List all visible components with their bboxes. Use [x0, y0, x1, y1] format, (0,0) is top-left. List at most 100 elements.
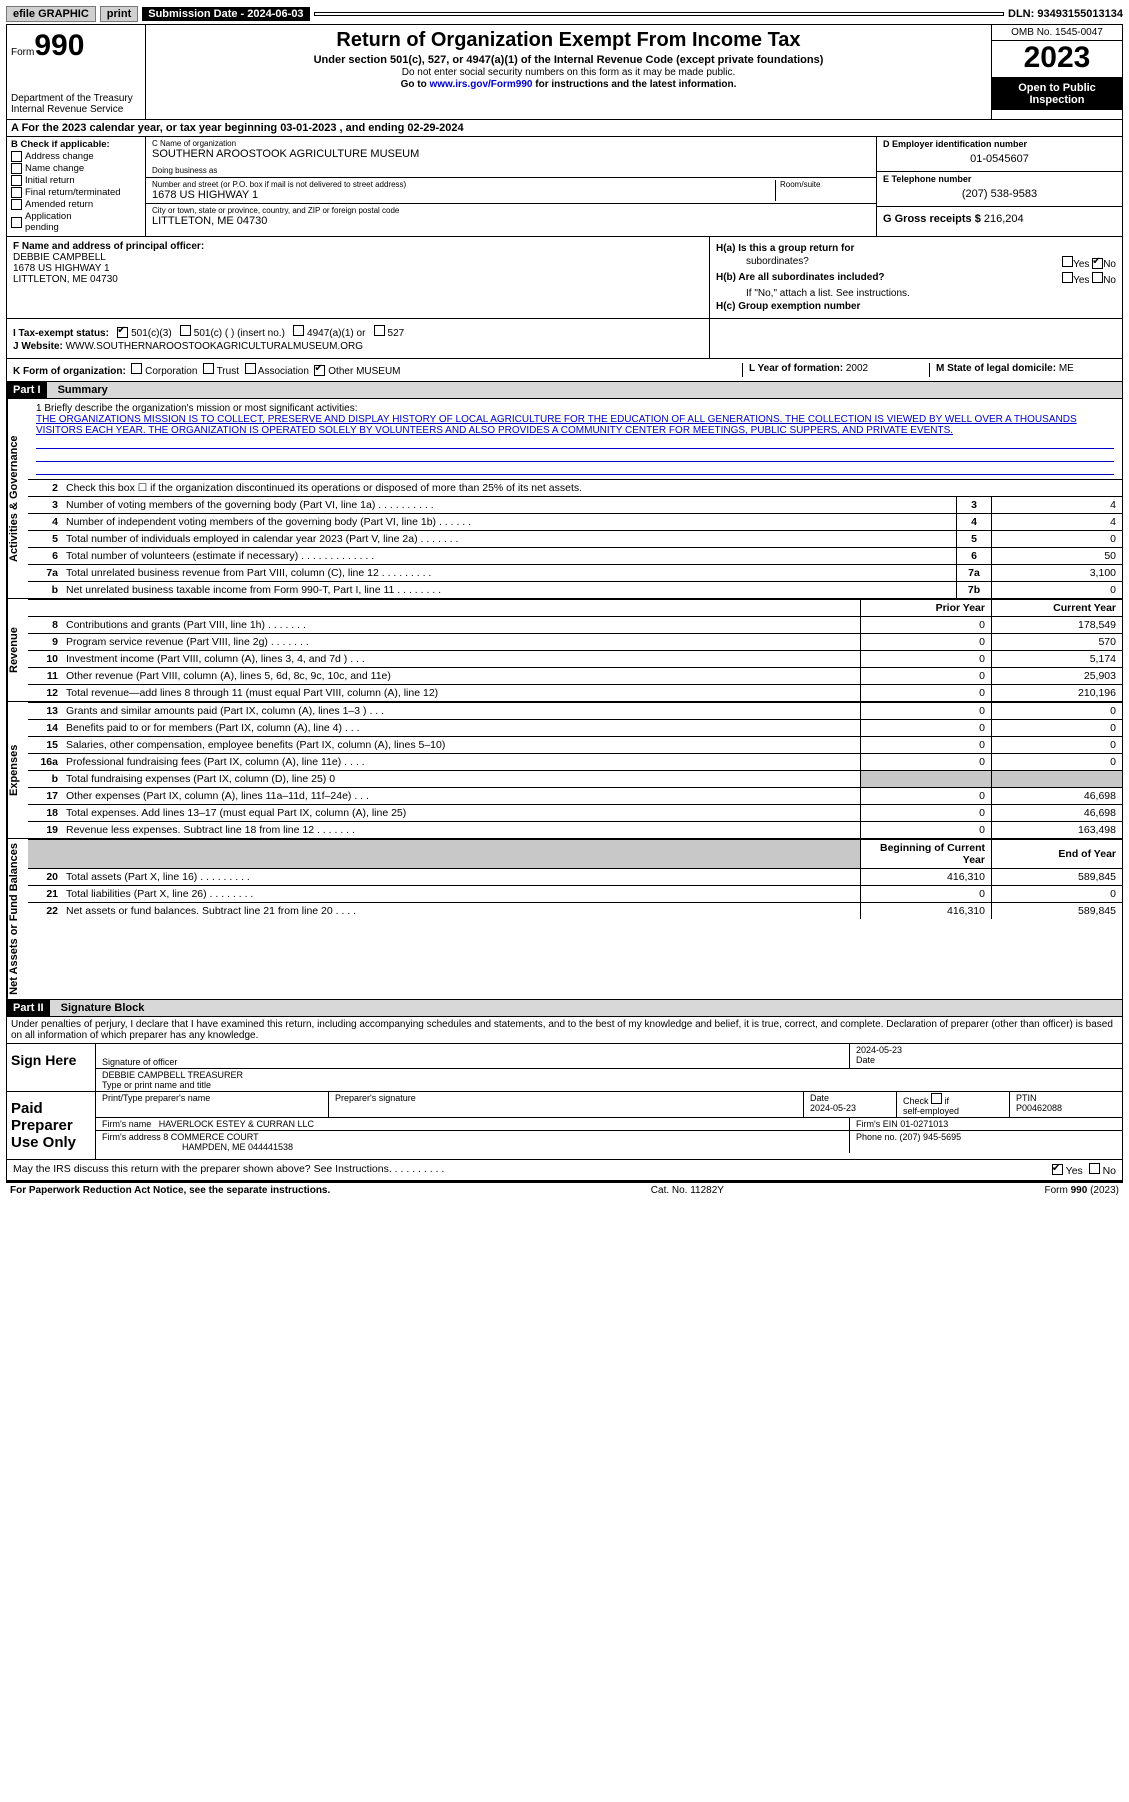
part2-header: Part II Signature Block — [7, 1000, 1122, 1017]
hb-no: No — [1103, 275, 1116, 286]
form-title: Return of Organization Exempt From Incom… — [154, 29, 983, 52]
m-label: M State of legal domicile: — [936, 363, 1059, 374]
opt-501c: 501(c) ( ) (insert no.) — [194, 328, 285, 339]
hb-label: H(b) Are all subordinates included? — [716, 272, 885, 283]
j-label: J Website: — [13, 341, 66, 352]
print-button[interactable]: print — [100, 6, 138, 22]
part1-title: Summary — [58, 382, 108, 398]
part1-badge: Part I — [7, 382, 47, 398]
irs-link[interactable]: www.irs.gov/Form990 — [429, 79, 532, 90]
footer-left: For Paperwork Reduction Act Notice, see … — [10, 1185, 330, 1196]
chk-final[interactable] — [11, 187, 22, 198]
officer-addr1: 1678 US HIGHWAY 1 — [13, 263, 703, 274]
row-a: A For the 2023 calendar year, or tax yea… — [7, 120, 1122, 137]
ha-no: No — [1103, 259, 1116, 270]
table-row: 12Total revenue—add lines 8 through 11 (… — [28, 685, 1122, 702]
chk-ha-yes[interactable] — [1062, 256, 1073, 267]
form-number: 990 — [34, 29, 84, 62]
chk-app[interactable] — [11, 217, 22, 228]
table-row: 14Benefits paid to or for members (Part … — [28, 720, 1122, 737]
chk-discuss-no[interactable] — [1089, 1163, 1100, 1174]
chk-527[interactable] — [374, 325, 385, 336]
table-row: 15Salaries, other compensation, employee… — [28, 737, 1122, 754]
chk-4947[interactable] — [293, 325, 304, 336]
prep-date: 2024-05-23 — [810, 1103, 890, 1113]
chk-self-label2: if — [945, 1096, 950, 1106]
chk-assoc[interactable] — [245, 363, 256, 374]
table-row: 6Total number of volunteers (estimate if… — [28, 548, 1122, 565]
chk-self-label3: self-employed — [903, 1106, 959, 1116]
opt-assoc: Association — [258, 366, 309, 377]
form-container: Form990 Department of the Treasury Inter… — [6, 24, 1123, 1183]
header-right: OMB No. 1545-0047 2023 Open to Public In… — [991, 25, 1122, 119]
top-bar: efile GRAPHIC print Submission Date - 20… — [6, 6, 1123, 22]
prep-date-label: Date — [810, 1093, 890, 1103]
table-row: bTotal fundraising expenses (Part IX, co… — [28, 771, 1122, 788]
paid-preparer-label: Paid Preparer Use Only — [7, 1092, 96, 1159]
chk-self-label1: Check — [903, 1096, 929, 1106]
ha-label: H(a) Is this a group return for — [716, 243, 854, 254]
firm-name-label: Firm's name — [102, 1119, 154, 1129]
sub3-pre: Go to — [401, 79, 430, 90]
table-row: 2Check this box ☐ if the organization di… — [28, 480, 1122, 497]
chk-name[interactable] — [11, 163, 22, 174]
efile-button[interactable]: efile GRAPHIC — [6, 6, 96, 22]
expenses-section: Expenses 13Grants and similar amounts pa… — [7, 702, 1122, 839]
table-row: 5Total number of individuals employed in… — [28, 531, 1122, 548]
governance-table: 2Check this box ☐ if the organization di… — [28, 479, 1122, 598]
netassets-section: Net Assets or Fund Balances Beginning of… — [7, 839, 1122, 1000]
chk-corp[interactable] — [131, 363, 142, 374]
open-line1: Open to Public — [994, 82, 1120, 94]
ij-left: I Tax-exempt status: 501(c)(3) 501(c) ( … — [7, 319, 709, 358]
sig-officer-label: Signature of officer — [102, 1057, 843, 1067]
chk-hb-no[interactable] — [1092, 272, 1103, 283]
lbl-app: Applicationpending — [25, 211, 71, 233]
side-expenses: Expenses — [7, 702, 28, 838]
table-row: 4Number of independent voting members of… — [28, 514, 1122, 531]
city-label: City or town, state or province, country… — [152, 206, 870, 215]
lbl-amended: Amended return — [25, 199, 93, 210]
chk-trust[interactable] — [203, 363, 214, 374]
table-header-row: Beginning of Current YearEnd of Year — [28, 840, 1122, 869]
chk-amended[interactable] — [11, 199, 22, 210]
chk-other[interactable] — [314, 365, 325, 376]
footer-right: Form 990 (2023) — [1045, 1185, 1119, 1196]
omb-number: OMB No. 1545-0047 — [992, 25, 1122, 41]
lbl-app1: Application — [25, 211, 71, 222]
officer-addr2: LITTLETON, ME 04730 — [13, 274, 703, 285]
b-header: B Check if applicable: — [11, 139, 141, 150]
street-value: 1678 US HIGHWAY 1 — [152, 189, 771, 201]
state-domicile: ME — [1059, 363, 1074, 374]
table-row: 7aTotal unrelated business revenue from … — [28, 565, 1122, 582]
chk-initial[interactable] — [11, 175, 22, 186]
chk-discuss-yes[interactable] — [1052, 1164, 1063, 1175]
chk-address[interactable] — [11, 151, 22, 162]
form-header: Form990 Department of the Treasury Inter… — [7, 25, 1122, 120]
chk-501c3[interactable] — [117, 327, 128, 338]
table-row: 13Grants and similar amounts paid (Part … — [28, 703, 1122, 720]
chk-501c[interactable] — [180, 325, 191, 336]
sec-ij: I Tax-exempt status: 501(c)(3) 501(c) ( … — [7, 319, 1122, 359]
ij-right — [709, 319, 1122, 358]
tel-label: E Telephone number — [883, 174, 1116, 184]
hb-yes: Yes — [1073, 275, 1089, 286]
room-label: Room/suite — [776, 180, 870, 201]
submission-label-text: Submission Date - — [148, 8, 247, 20]
sign-date-label: Date — [856, 1055, 1116, 1065]
officer-signed-name: DEBBIE CAMPBELL TREASURER — [102, 1070, 1116, 1080]
tel-value: (207) 538-9583 — [883, 184, 1116, 204]
table-row: 16aProfessional fundraising fees (Part I… — [28, 754, 1122, 771]
hc-label: H(c) Group exemption number — [716, 301, 860, 312]
side-netassets: Net Assets or Fund Balances — [7, 839, 28, 999]
table-row: 3Number of voting members of the governi… — [28, 497, 1122, 514]
netassets-table: Beginning of Current YearEnd of Year20To… — [28, 839, 1122, 919]
chk-self-employed[interactable] — [931, 1093, 942, 1104]
prep-sig-label: Preparer's signature — [329, 1092, 804, 1117]
form-sub1: Under section 501(c), 527, or 4947(a)(1)… — [154, 54, 983, 66]
chk-ha-no[interactable] — [1092, 258, 1103, 269]
officer-name: DEBBIE CAMPBELL — [13, 252, 703, 263]
table-row: 17Other expenses (Part IX, column (A), l… — [28, 788, 1122, 805]
chk-hb-yes[interactable] — [1062, 272, 1073, 283]
table-row: 22Net assets or fund balances. Subtract … — [28, 903, 1122, 920]
ptin-label: PTIN — [1016, 1093, 1116, 1103]
